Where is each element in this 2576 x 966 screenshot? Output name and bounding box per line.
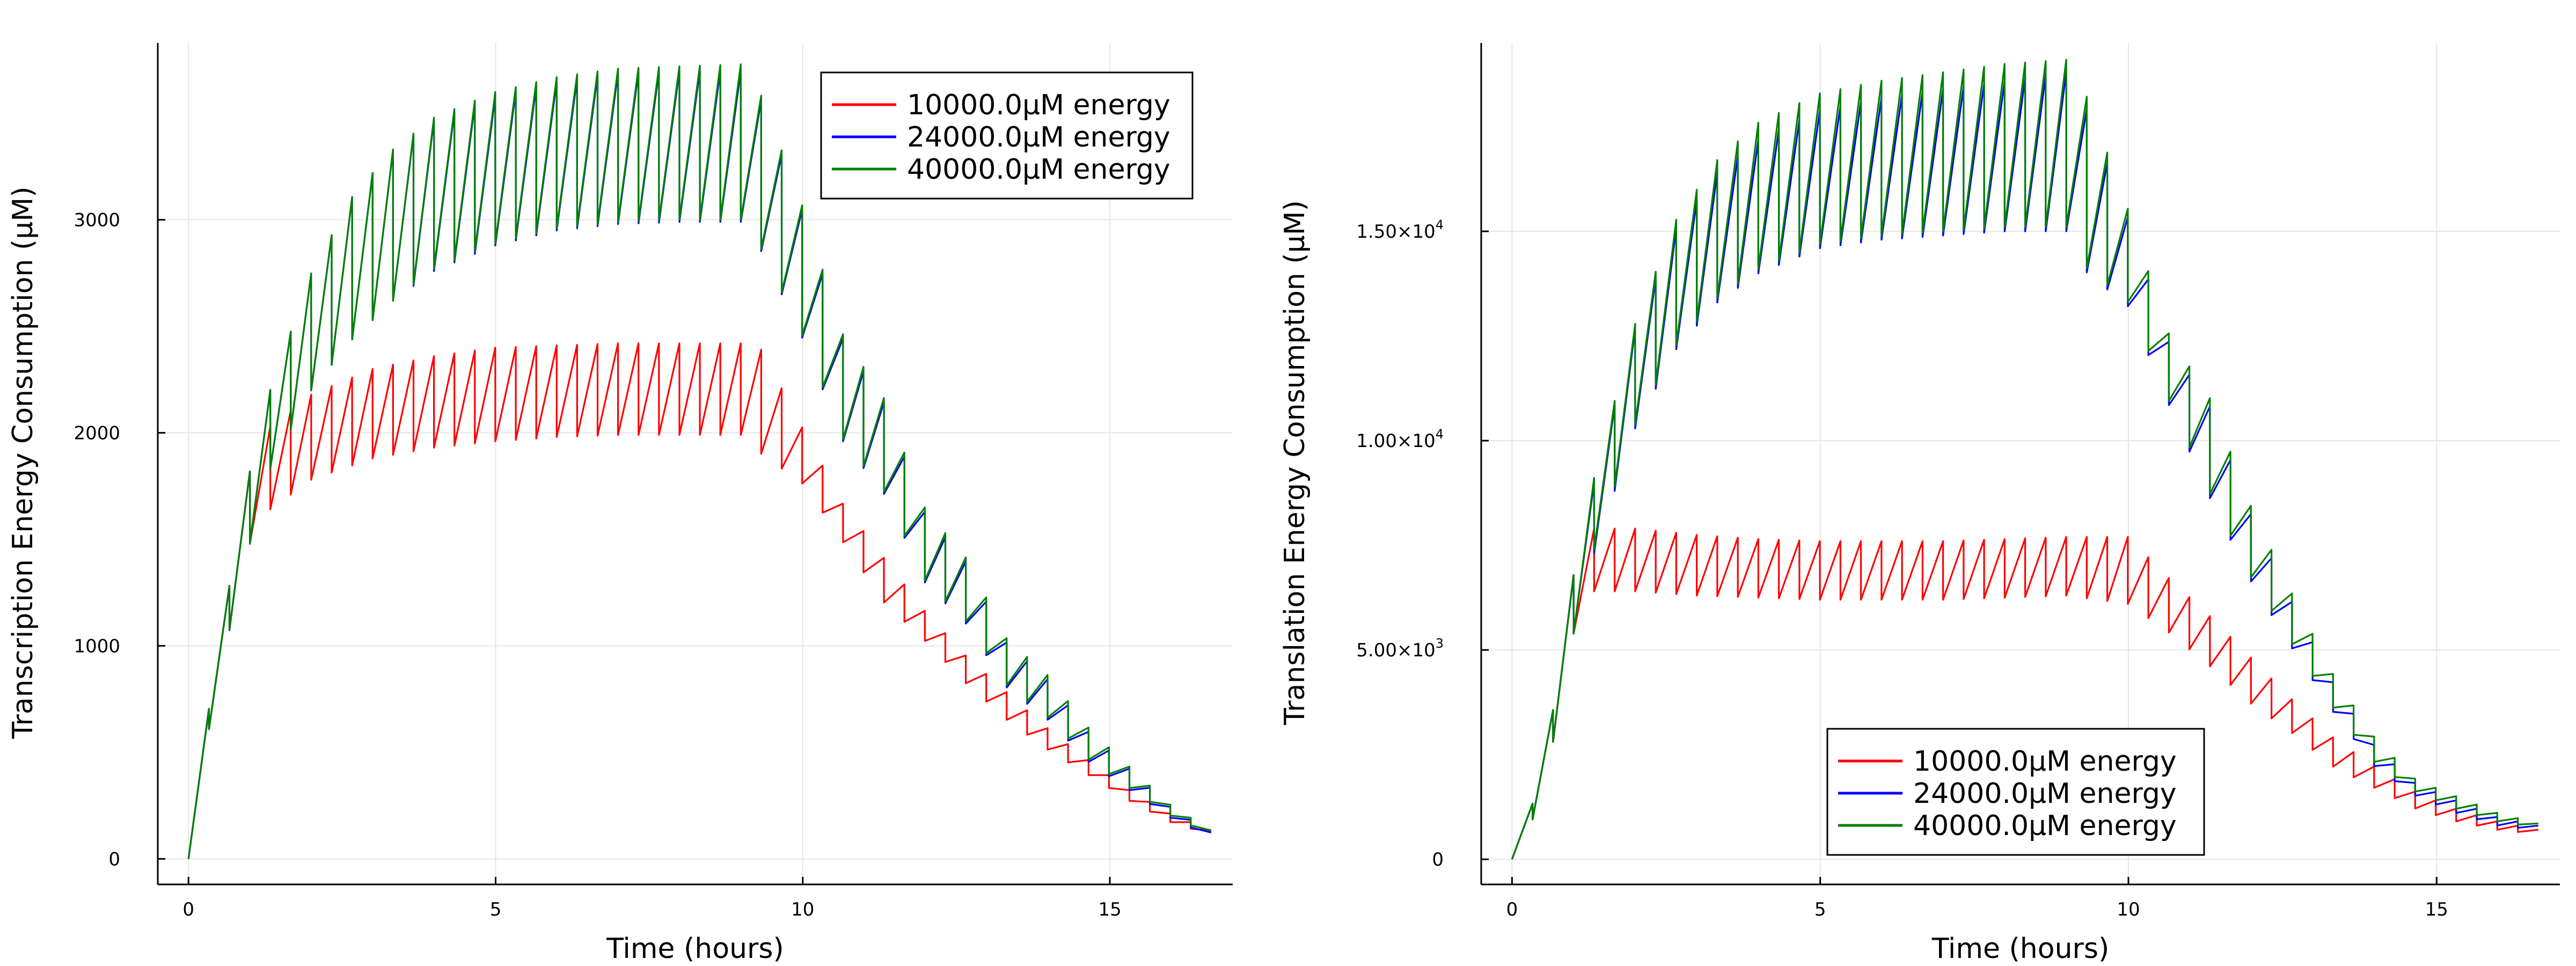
x-tick-label: 5 bbox=[1814, 899, 1826, 920]
chart-panel-2: 0 5 10 15 0 5.00×103 1.00×104 1.50×104 Time (hou… bbox=[1279, 43, 2560, 965]
x-tick-label: 5 bbox=[490, 899, 502, 920]
x-tick-label: 0 bbox=[1506, 899, 1518, 920]
x-axis-label: Time (hours) bbox=[1931, 933, 2110, 965]
y-tick-label: 0 bbox=[108, 848, 120, 870]
y-axis-label: Translation Energy Consumption (μM) bbox=[1279, 200, 1311, 726]
x-tick-label: 10 bbox=[791, 899, 814, 920]
series-line-1 bbox=[187, 342, 1212, 859]
y-tick-label: 0 bbox=[1432, 849, 1444, 870]
y-axis-label: Transcription Energy Consumption (μM) bbox=[7, 186, 39, 739]
legend-entry: 24000.0μM energy bbox=[1913, 778, 2177, 810]
x-tick-label: 0 bbox=[182, 899, 194, 920]
y-tick-label: 1.50×104 bbox=[1356, 217, 1444, 243]
legend-entry: 10000.0μM energy bbox=[907, 89, 1170, 121]
x-tick-label: 15 bbox=[2425, 899, 2448, 920]
series-line-1 bbox=[1511, 528, 2538, 860]
y-tick-label: 1.00×104 bbox=[1356, 427, 1444, 452]
x-axis-label: Time (hours) bbox=[606, 933, 784, 965]
legend-entry: 40000.0μM energy bbox=[1913, 810, 2177, 842]
series-line-3 bbox=[187, 63, 1212, 859]
legend-entry: 10000.0μM energy bbox=[1913, 745, 2177, 778]
legend-entry: 24000.0μM energy bbox=[907, 121, 1170, 153]
x-tick-label: 10 bbox=[2117, 899, 2140, 920]
y-tick-label: 3000 bbox=[74, 209, 120, 231]
y-tick-label: 1000 bbox=[74, 635, 120, 657]
y-tick-label: 5.00×103 bbox=[1356, 636, 1444, 661]
x-tick-label: 15 bbox=[1098, 899, 1121, 920]
legend-entry: 40000.0μM energy bbox=[907, 153, 1170, 186]
y-tick-label: 2000 bbox=[74, 422, 120, 444]
chart-panel-1: 0 5 10 15 0 1000 2000 3000 Time (hours) Transcrip… bbox=[7, 43, 1233, 965]
series-line-3 bbox=[1511, 58, 2538, 860]
